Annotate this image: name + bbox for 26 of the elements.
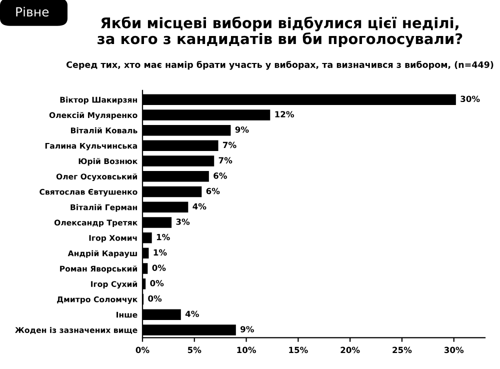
data-label: 30% <box>460 96 480 102</box>
data-label: 7% <box>222 142 236 148</box>
data-label: 0% <box>148 295 162 302</box>
data-label: 7% <box>218 157 232 164</box>
x-tick-label: 0% <box>136 346 150 354</box>
data-label: 4% <box>185 310 199 318</box>
data-label: 6% <box>206 188 220 194</box>
text: Рівне <box>16 6 49 17</box>
chart-title: Якби місцеві вибори відбулися цієї неділі, за кого з кандидатів ви би проголосували? <box>98 16 462 48</box>
data-label: 0% <box>152 264 166 271</box>
data-label: 1% <box>154 249 167 256</box>
x-tick-label: 5% <box>188 346 202 354</box>
x-tick-label: 25% <box>392 346 412 354</box>
data-label: 0% <box>150 280 164 286</box>
data-label: 3% <box>176 218 190 225</box>
data-label: 9% <box>240 326 254 332</box>
data-label: 4% <box>192 203 206 210</box>
data-label: 1% <box>156 234 170 240</box>
x-tick-label: 30% <box>444 346 464 354</box>
data-label: 6% <box>214 172 227 179</box>
chart-subtitle: Серед тих, хто має намір брати участь у виборах, та визначився з вибором, (n=449) <box>66 60 494 70</box>
data-label: 12% <box>275 111 294 118</box>
x-tick-label: 15% <box>289 346 308 354</box>
data-label: 9% <box>235 126 249 133</box>
x-tick-label: 10% <box>237 346 256 354</box>
x-tick-label: 20% <box>340 346 360 354</box>
